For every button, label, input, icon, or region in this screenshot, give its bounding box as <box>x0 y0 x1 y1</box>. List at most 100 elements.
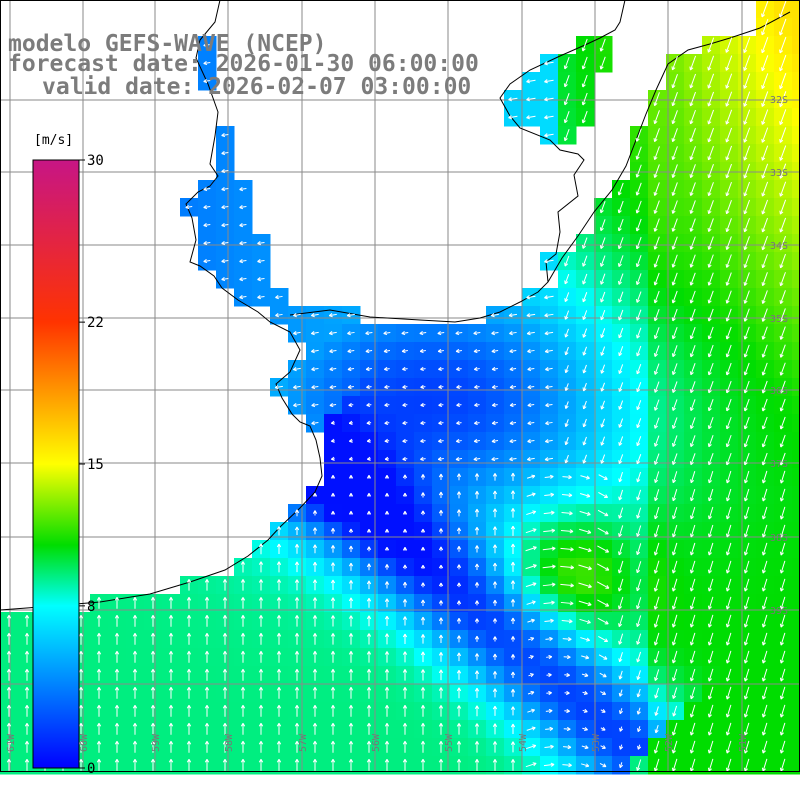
wind-arrow <box>600 400 606 410</box>
wind-arrow <box>600 726 606 731</box>
wind-arrow <box>779 758 786 772</box>
wind-arrow <box>525 762 537 768</box>
wind-arrow <box>240 758 246 771</box>
wind-arrow <box>222 740 228 753</box>
wind-arrow <box>492 599 498 606</box>
wind-arrow <box>492 581 498 589</box>
latitude-label: 36S <box>770 386 788 397</box>
wind-arrow <box>456 564 462 570</box>
wind-arrow <box>132 597 138 609</box>
wind-arrow <box>743 73 751 89</box>
wind-arrow <box>578 564 592 571</box>
wind-arrow <box>599 219 606 232</box>
wind-arrow <box>707 524 714 538</box>
wind-arrow <box>510 561 516 572</box>
wind-arrow <box>222 758 228 771</box>
wind-arrow <box>725 758 732 772</box>
wind-arrow <box>707 362 714 376</box>
wind-arrow <box>779 722 786 736</box>
wind-arrow <box>581 38 588 52</box>
wind-arrow <box>275 295 283 300</box>
wind-arrow <box>581 673 589 678</box>
wind-arrow <box>492 508 498 518</box>
colorbar-tick-label: 22 <box>87 315 104 331</box>
wind-arrow <box>384 722 390 735</box>
wind-arrow <box>204 633 210 645</box>
wind-speed-cell <box>792 450 800 469</box>
wind-arrow <box>311 421 319 426</box>
wind-arrow <box>456 384 462 390</box>
wind-arrow <box>743 199 750 215</box>
wind-arrow <box>671 74 678 89</box>
wind-arrow <box>348 456 353 461</box>
wind-arrow <box>618 346 624 357</box>
wind-arrow <box>545 708 553 714</box>
wind-arrow <box>222 686 228 699</box>
wind-arrow <box>689 722 696 736</box>
wind-arrow <box>438 384 444 390</box>
wind-arrow <box>636 345 642 357</box>
wind-arrow <box>725 632 732 646</box>
wind-arrow <box>654 417 660 429</box>
wind-arrow <box>168 758 174 771</box>
wind-arrow <box>348 528 354 534</box>
wind-arrow <box>258 543 264 555</box>
wind-arrow <box>779 127 787 143</box>
wind-arrow <box>672 687 678 699</box>
wind-arrow <box>528 673 534 678</box>
wind-arrow <box>761 18 769 36</box>
wind-arrow <box>311 384 319 390</box>
wind-arrow <box>707 704 714 718</box>
wind-arrow <box>150 650 156 663</box>
wind-arrow <box>761 434 768 448</box>
wind-arrow <box>779 73 787 90</box>
wind-arrow <box>346 313 355 318</box>
wind-arrow <box>671 218 678 232</box>
wind-arrow <box>402 384 408 390</box>
wind-arrow <box>312 722 318 735</box>
wind-arrow <box>114 650 120 663</box>
wind-arrow <box>6 650 12 663</box>
wind-speed-cell <box>792 36 800 55</box>
wind-arrow <box>438 758 444 771</box>
wind-arrow <box>132 758 138 771</box>
wind-arrow <box>707 470 714 484</box>
wind-arrow <box>761 506 768 520</box>
wind-arrow <box>654 435 660 447</box>
wind-arrow <box>312 544 318 554</box>
wind-arrow <box>312 651 318 663</box>
wind-arrow <box>725 740 732 754</box>
wind-arrow <box>618 615 624 628</box>
wind-arrow <box>222 722 228 735</box>
axis-labels: 61W 60W 59W 58W 57W 56W 55W 54W 53W 52W 51W 32S 33S 3… <box>6 95 788 752</box>
wind-arrow <box>671 381 678 393</box>
wind-arrow <box>348 615 354 627</box>
wind-arrow <box>24 740 30 753</box>
wind-arrow <box>707 37 715 53</box>
wind-arrow <box>221 132 229 138</box>
wind-arrow <box>636 633 642 645</box>
wind-arrow <box>330 597 336 609</box>
wind-arrow <box>203 204 211 210</box>
wind-arrow <box>562 763 572 768</box>
wind-arrow <box>636 759 642 771</box>
wind-arrow <box>597 617 609 625</box>
wind-arrow <box>599 237 606 249</box>
wind-arrow <box>743 614 750 628</box>
wind-arrow <box>689 308 696 322</box>
wind-arrow <box>509 348 517 354</box>
wind-arrow <box>456 705 462 717</box>
wind-arrow <box>618 652 623 663</box>
wind-arrow <box>150 740 156 753</box>
wind-arrow <box>743 434 750 448</box>
wind-arrow <box>671 363 678 376</box>
wind-arrow <box>96 668 102 681</box>
wind-arrow <box>779 163 787 179</box>
wind-arrow <box>348 722 354 735</box>
wind-arrow <box>564 328 569 338</box>
wind-arrow <box>653 758 660 772</box>
wind-arrow <box>597 509 609 517</box>
wind-arrow <box>294 615 300 627</box>
wind-arrow <box>384 546 390 551</box>
